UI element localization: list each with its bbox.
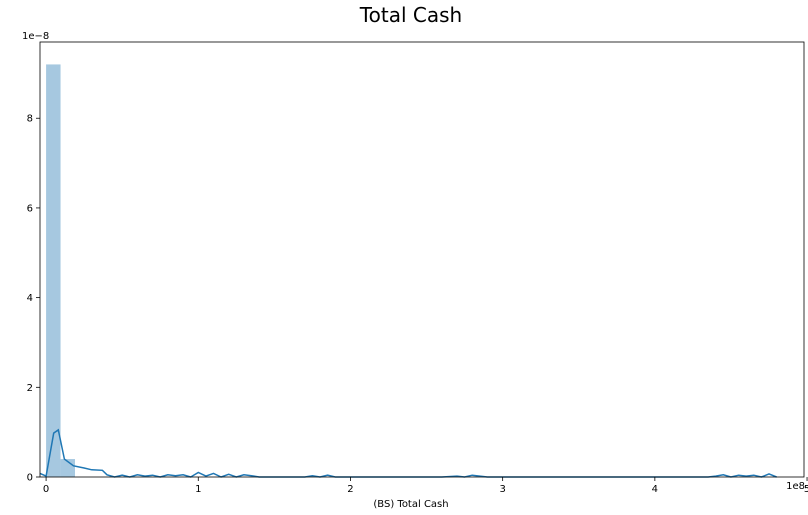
histogram-bar bbox=[46, 64, 61, 478]
x-axis-label: (BS) Total Cash bbox=[373, 499, 448, 510]
y-tick-label: 0 bbox=[27, 473, 33, 484]
x-tick-label: 5 bbox=[804, 484, 808, 495]
x-tick-label: 0 bbox=[43, 484, 49, 495]
y-tick-label: 2 bbox=[27, 383, 33, 394]
x-axis-ticks: 0 1 2 3 4 5 bbox=[43, 477, 808, 495]
y-axis-ticks: 0 2 4 6 8 bbox=[27, 114, 40, 484]
chart-title: Total Cash bbox=[359, 3, 462, 27]
x-tick-label: 3 bbox=[499, 484, 505, 495]
x-tick-label: 1 bbox=[195, 484, 201, 495]
histogram-bars bbox=[46, 64, 76, 478]
y-tick-label: 4 bbox=[27, 293, 33, 304]
x-tick-label: 2 bbox=[347, 484, 353, 495]
y-axis-offset-label: 1e−8 bbox=[22, 31, 49, 42]
kde-density-line bbox=[39, 428, 777, 478]
x-tick-label: 4 bbox=[652, 484, 658, 495]
y-tick-label: 6 bbox=[27, 203, 33, 214]
x-axis-offset-label: 1e8 bbox=[786, 481, 805, 492]
y-tick-label: 8 bbox=[27, 114, 33, 125]
plot-area-frame bbox=[39, 41, 805, 478]
